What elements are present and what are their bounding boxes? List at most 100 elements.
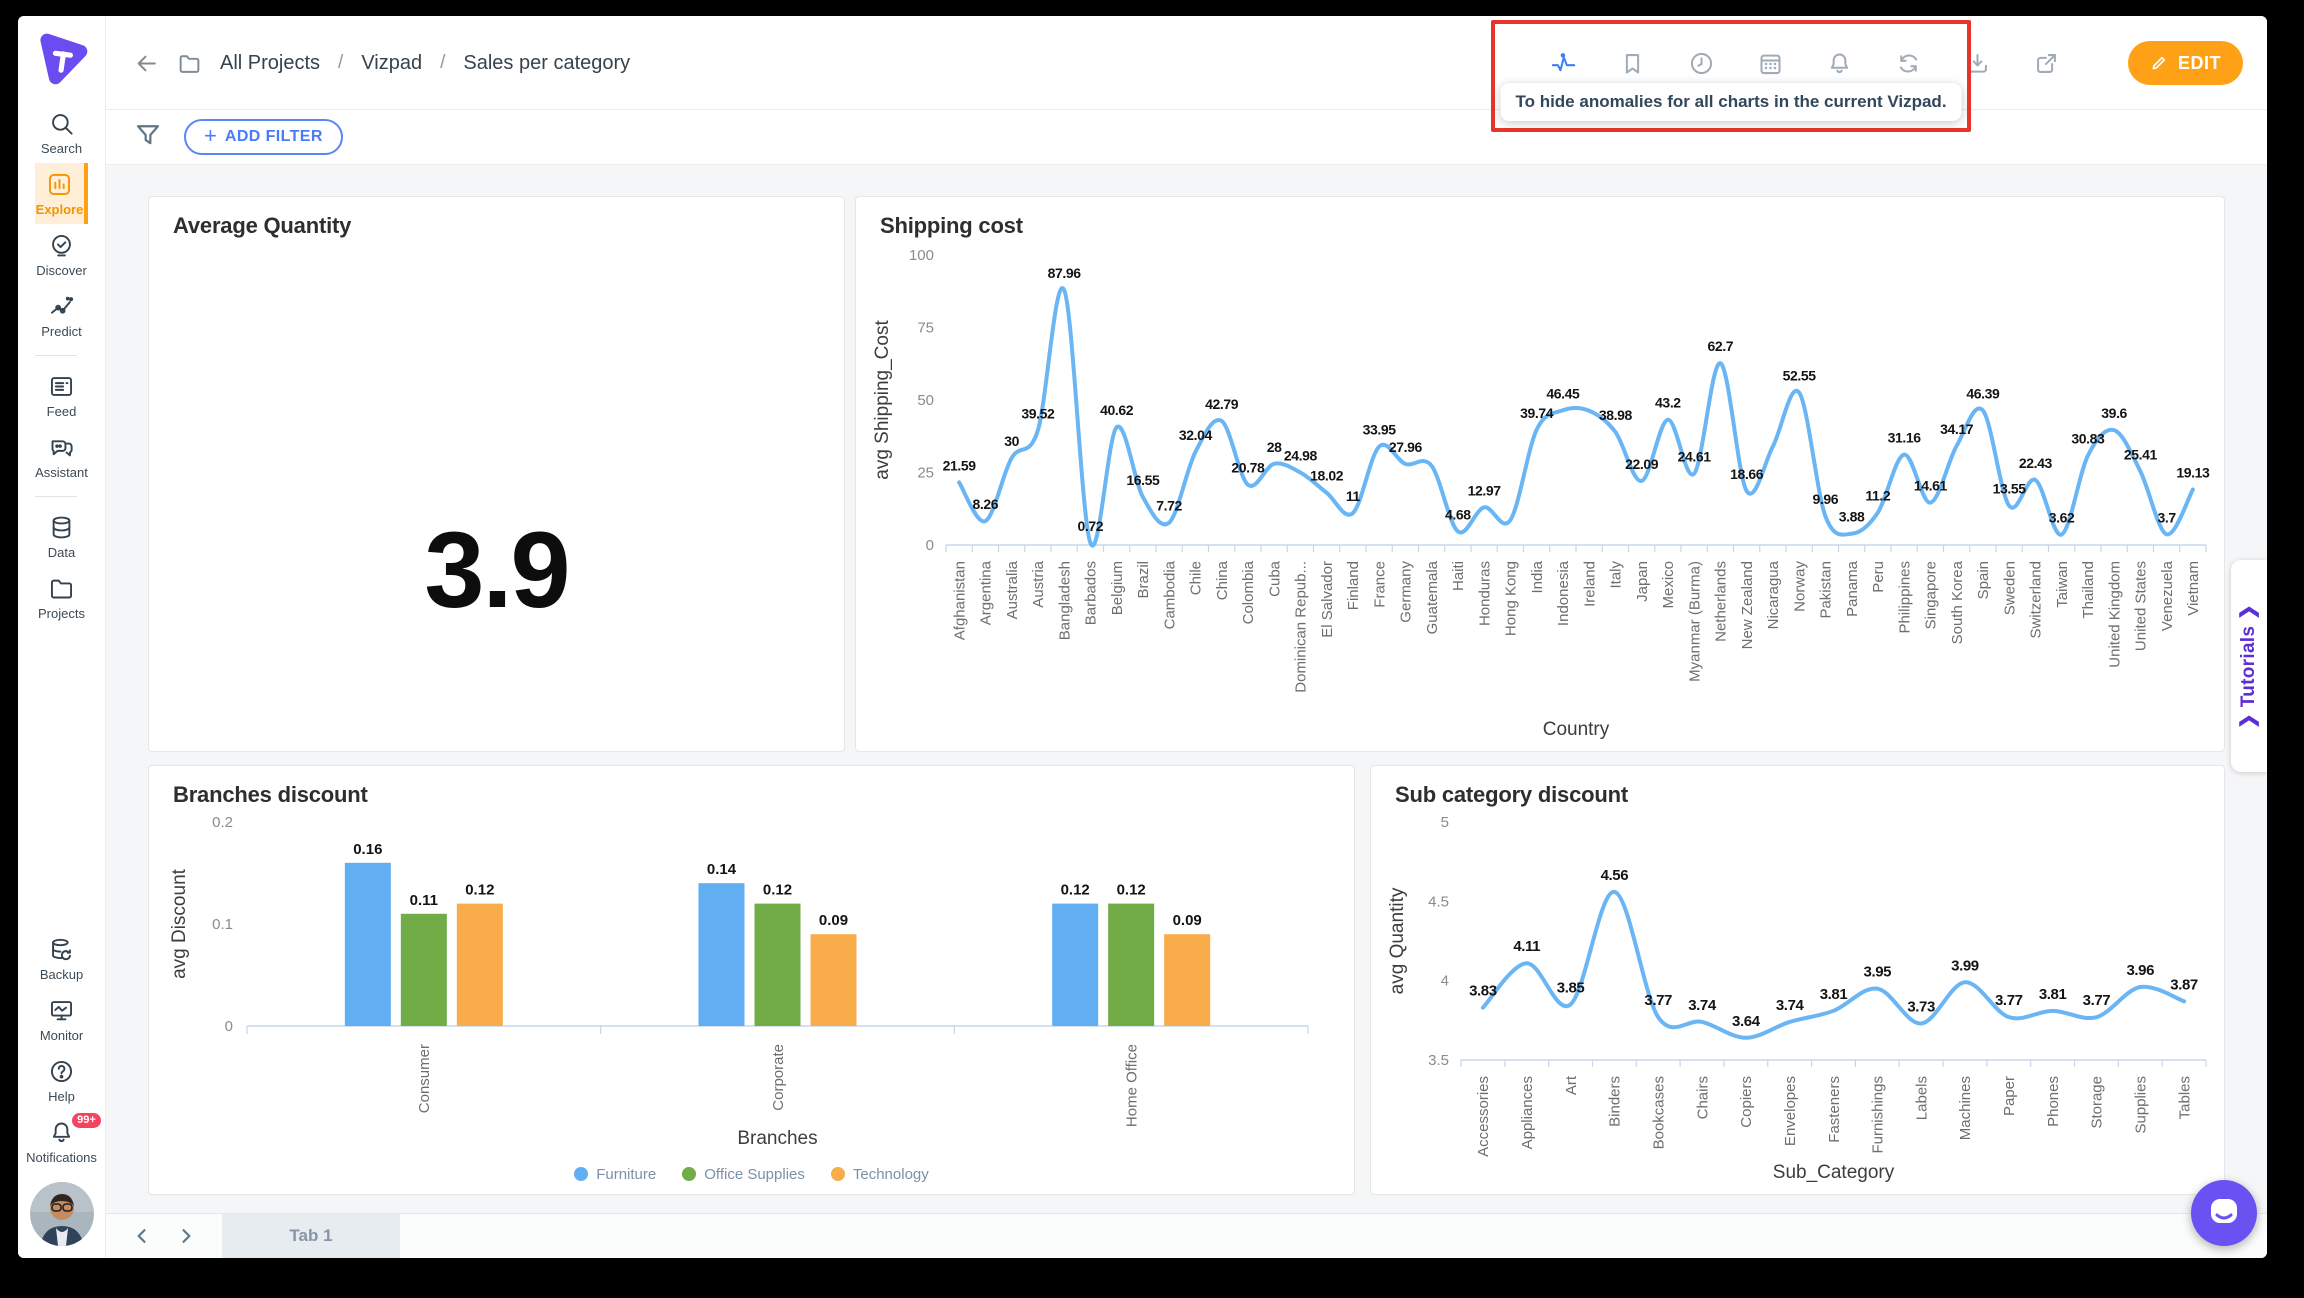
calendar-icon[interactable] xyxy=(1757,50,1784,77)
sync-icon[interactable] xyxy=(1895,50,1922,77)
sidebar-item-notifications[interactable]: Notifications 99+ xyxy=(26,1111,101,1172)
sidebar-item-assistant[interactable]: Assistant xyxy=(35,426,88,487)
sidebar-item-search[interactable]: Search xyxy=(35,102,88,163)
svg-text:0.11: 0.11 xyxy=(410,892,438,909)
svg-text:Mexico: Mexico xyxy=(1660,561,1677,609)
chevron-left-icon[interactable] xyxy=(132,1226,152,1246)
legend-dot xyxy=(682,1167,697,1181)
breadcrumb-vizpad[interactable]: Vizpad xyxy=(361,51,423,74)
bookmark-icon[interactable] xyxy=(1619,50,1646,77)
legend-item-technology: Technology xyxy=(830,1166,929,1183)
anomaly-icon[interactable] xyxy=(1550,50,1577,77)
clock-icon[interactable] xyxy=(1688,50,1715,77)
svg-text:20.78: 20.78 xyxy=(1231,460,1265,476)
svg-text:Singapore: Singapore xyxy=(1923,561,1940,629)
svg-text:Consumer: Consumer xyxy=(416,1044,433,1113)
breadcrumb-all-projects[interactable]: All Projects xyxy=(220,51,321,74)
svg-text:Storage: Storage xyxy=(2089,1076,2106,1129)
funnel-icon[interactable] xyxy=(134,121,162,154)
svg-text:3.74: 3.74 xyxy=(1776,997,1805,1014)
projects-icon xyxy=(50,579,73,599)
svg-text:Supplies: Supplies xyxy=(2133,1076,2150,1134)
sidebar-item-monitor[interactable]: Monitor xyxy=(26,989,97,1050)
bell-icon[interactable] xyxy=(1826,50,1853,77)
svg-text:62.7: 62.7 xyxy=(1708,338,1734,354)
svg-text:Home Office: Home Office xyxy=(1123,1044,1140,1127)
svg-text:100: 100 xyxy=(909,247,934,264)
backup-icon xyxy=(52,938,71,961)
bar-furniture xyxy=(344,862,391,1026)
tutorials-label: ❯ Tutorials ❯ xyxy=(2238,603,2260,729)
svg-text:0.09: 0.09 xyxy=(819,912,848,929)
svg-text:30.83: 30.83 xyxy=(2071,431,2105,447)
svg-text:Thailand: Thailand xyxy=(2080,561,2097,619)
svg-text:Sub_Category: Sub_Category xyxy=(1773,1162,1895,1183)
share-icon[interactable] xyxy=(2033,50,2060,77)
line-chart-card-sub-category-discount: Sub category discount 3.5 4 4.5 5 avg Quanti… xyxy=(1370,765,2225,1195)
add-filter-button[interactable]: + ADD FILTER xyxy=(184,119,343,155)
sidebar-item-projects[interactable]: Projects xyxy=(35,567,88,628)
svg-text:Art: Art xyxy=(1563,1075,1580,1095)
sidebar-item-explore[interactable]: Explore xyxy=(35,163,88,224)
sidebar-item-label: Monitor xyxy=(39,1028,84,1043)
predict-icon xyxy=(50,296,74,314)
svg-text:0.1: 0.1 xyxy=(212,916,233,933)
svg-text:12.97: 12.97 xyxy=(1468,482,1502,498)
svg-text:Appliances: Appliances xyxy=(1519,1076,1536,1149)
sidebar-item-data[interactable]: Data xyxy=(35,506,88,567)
chat-icon xyxy=(2211,1199,2237,1223)
monitor-icon xyxy=(50,1001,73,1021)
chevron-right-icon[interactable] xyxy=(176,1226,196,1246)
svg-text:5: 5 xyxy=(1441,814,1449,831)
svg-text:Labels: Labels xyxy=(1913,1076,1930,1120)
svg-text:Copiers: Copiers xyxy=(1738,1076,1755,1128)
sidebar-item-label: Notifications xyxy=(26,1150,97,1165)
bar-technology xyxy=(810,934,857,1026)
sidebar-item-predict[interactable]: Predict xyxy=(35,285,88,346)
svg-text:Branches: Branches xyxy=(737,1128,817,1149)
sidebar-divider xyxy=(35,355,78,356)
tutorials-side-tab[interactable]: ❯ Tutorials ❯ xyxy=(2231,560,2267,772)
svg-text:0.14: 0.14 xyxy=(707,861,737,878)
svg-text:16.55: 16.55 xyxy=(1126,472,1160,488)
kpi-card-average-quantity: Average Quantity 3.9 xyxy=(148,196,845,752)
sidebar-item-discover[interactable]: Discover xyxy=(35,224,88,285)
tab-1[interactable]: Tab 1 xyxy=(222,1214,400,1258)
svg-text:31.16: 31.16 xyxy=(1888,430,1922,446)
bar-chart-svg: 0 0.1 0.2 avg Discount 0.16 0.11 0.12 Consumer 0… xyxy=(169,814,1309,1149)
svg-text:Nicaragua: Nicaragua xyxy=(1765,560,1782,629)
bar-office-supplies xyxy=(400,913,447,1026)
data-icon xyxy=(52,516,71,539)
back-arrow-icon[interactable] xyxy=(134,51,159,76)
svg-text:19.13: 19.13 xyxy=(2176,465,2210,481)
svg-text:3.7: 3.7 xyxy=(2157,509,2176,525)
svg-text:Philippines: Philippines xyxy=(1896,561,1913,634)
svg-text:43.2: 43.2 xyxy=(1655,395,1681,411)
svg-text:3.85: 3.85 xyxy=(1557,979,1585,996)
filter-bar: + ADD FILTER xyxy=(106,110,2267,165)
svg-text:Bangladesh: Bangladesh xyxy=(1056,561,1073,640)
user-avatar[interactable] xyxy=(29,1182,94,1246)
legend-dot xyxy=(830,1167,845,1181)
chat-bubble-button[interactable] xyxy=(2191,1180,2257,1246)
sidebar-item-label: Discover xyxy=(36,263,87,278)
svg-text:3.95: 3.95 xyxy=(1864,964,1892,981)
sidebar-item-feed[interactable]: Feed xyxy=(35,365,88,426)
tellius-logo-icon[interactable] xyxy=(32,28,92,88)
svg-text:Paper: Paper xyxy=(2001,1076,2018,1116)
edit-button[interactable]: EDIT xyxy=(2127,41,2243,85)
sidebar-item-label: Help xyxy=(48,1089,75,1104)
svg-text:Germany: Germany xyxy=(1398,561,1415,623)
svg-text:India: India xyxy=(1529,560,1546,593)
svg-text:3.74: 3.74 xyxy=(1688,997,1717,1014)
svg-text:Furnishings: Furnishings xyxy=(1870,1076,1887,1154)
bar-furniture xyxy=(1052,903,1099,1026)
svg-text:Fasteners: Fasteners xyxy=(1826,1076,1843,1143)
download-icon[interactable] xyxy=(1964,50,1991,77)
sidebar-item-help[interactable]: Help xyxy=(26,1050,97,1111)
svg-text:avg Shipping_Cost: avg Shipping_Cost xyxy=(872,320,893,480)
svg-text:United Kingdom: United Kingdom xyxy=(2106,561,2123,668)
bar-office-supplies xyxy=(754,903,801,1026)
sidebar-item-backup[interactable]: Backup xyxy=(26,928,97,989)
